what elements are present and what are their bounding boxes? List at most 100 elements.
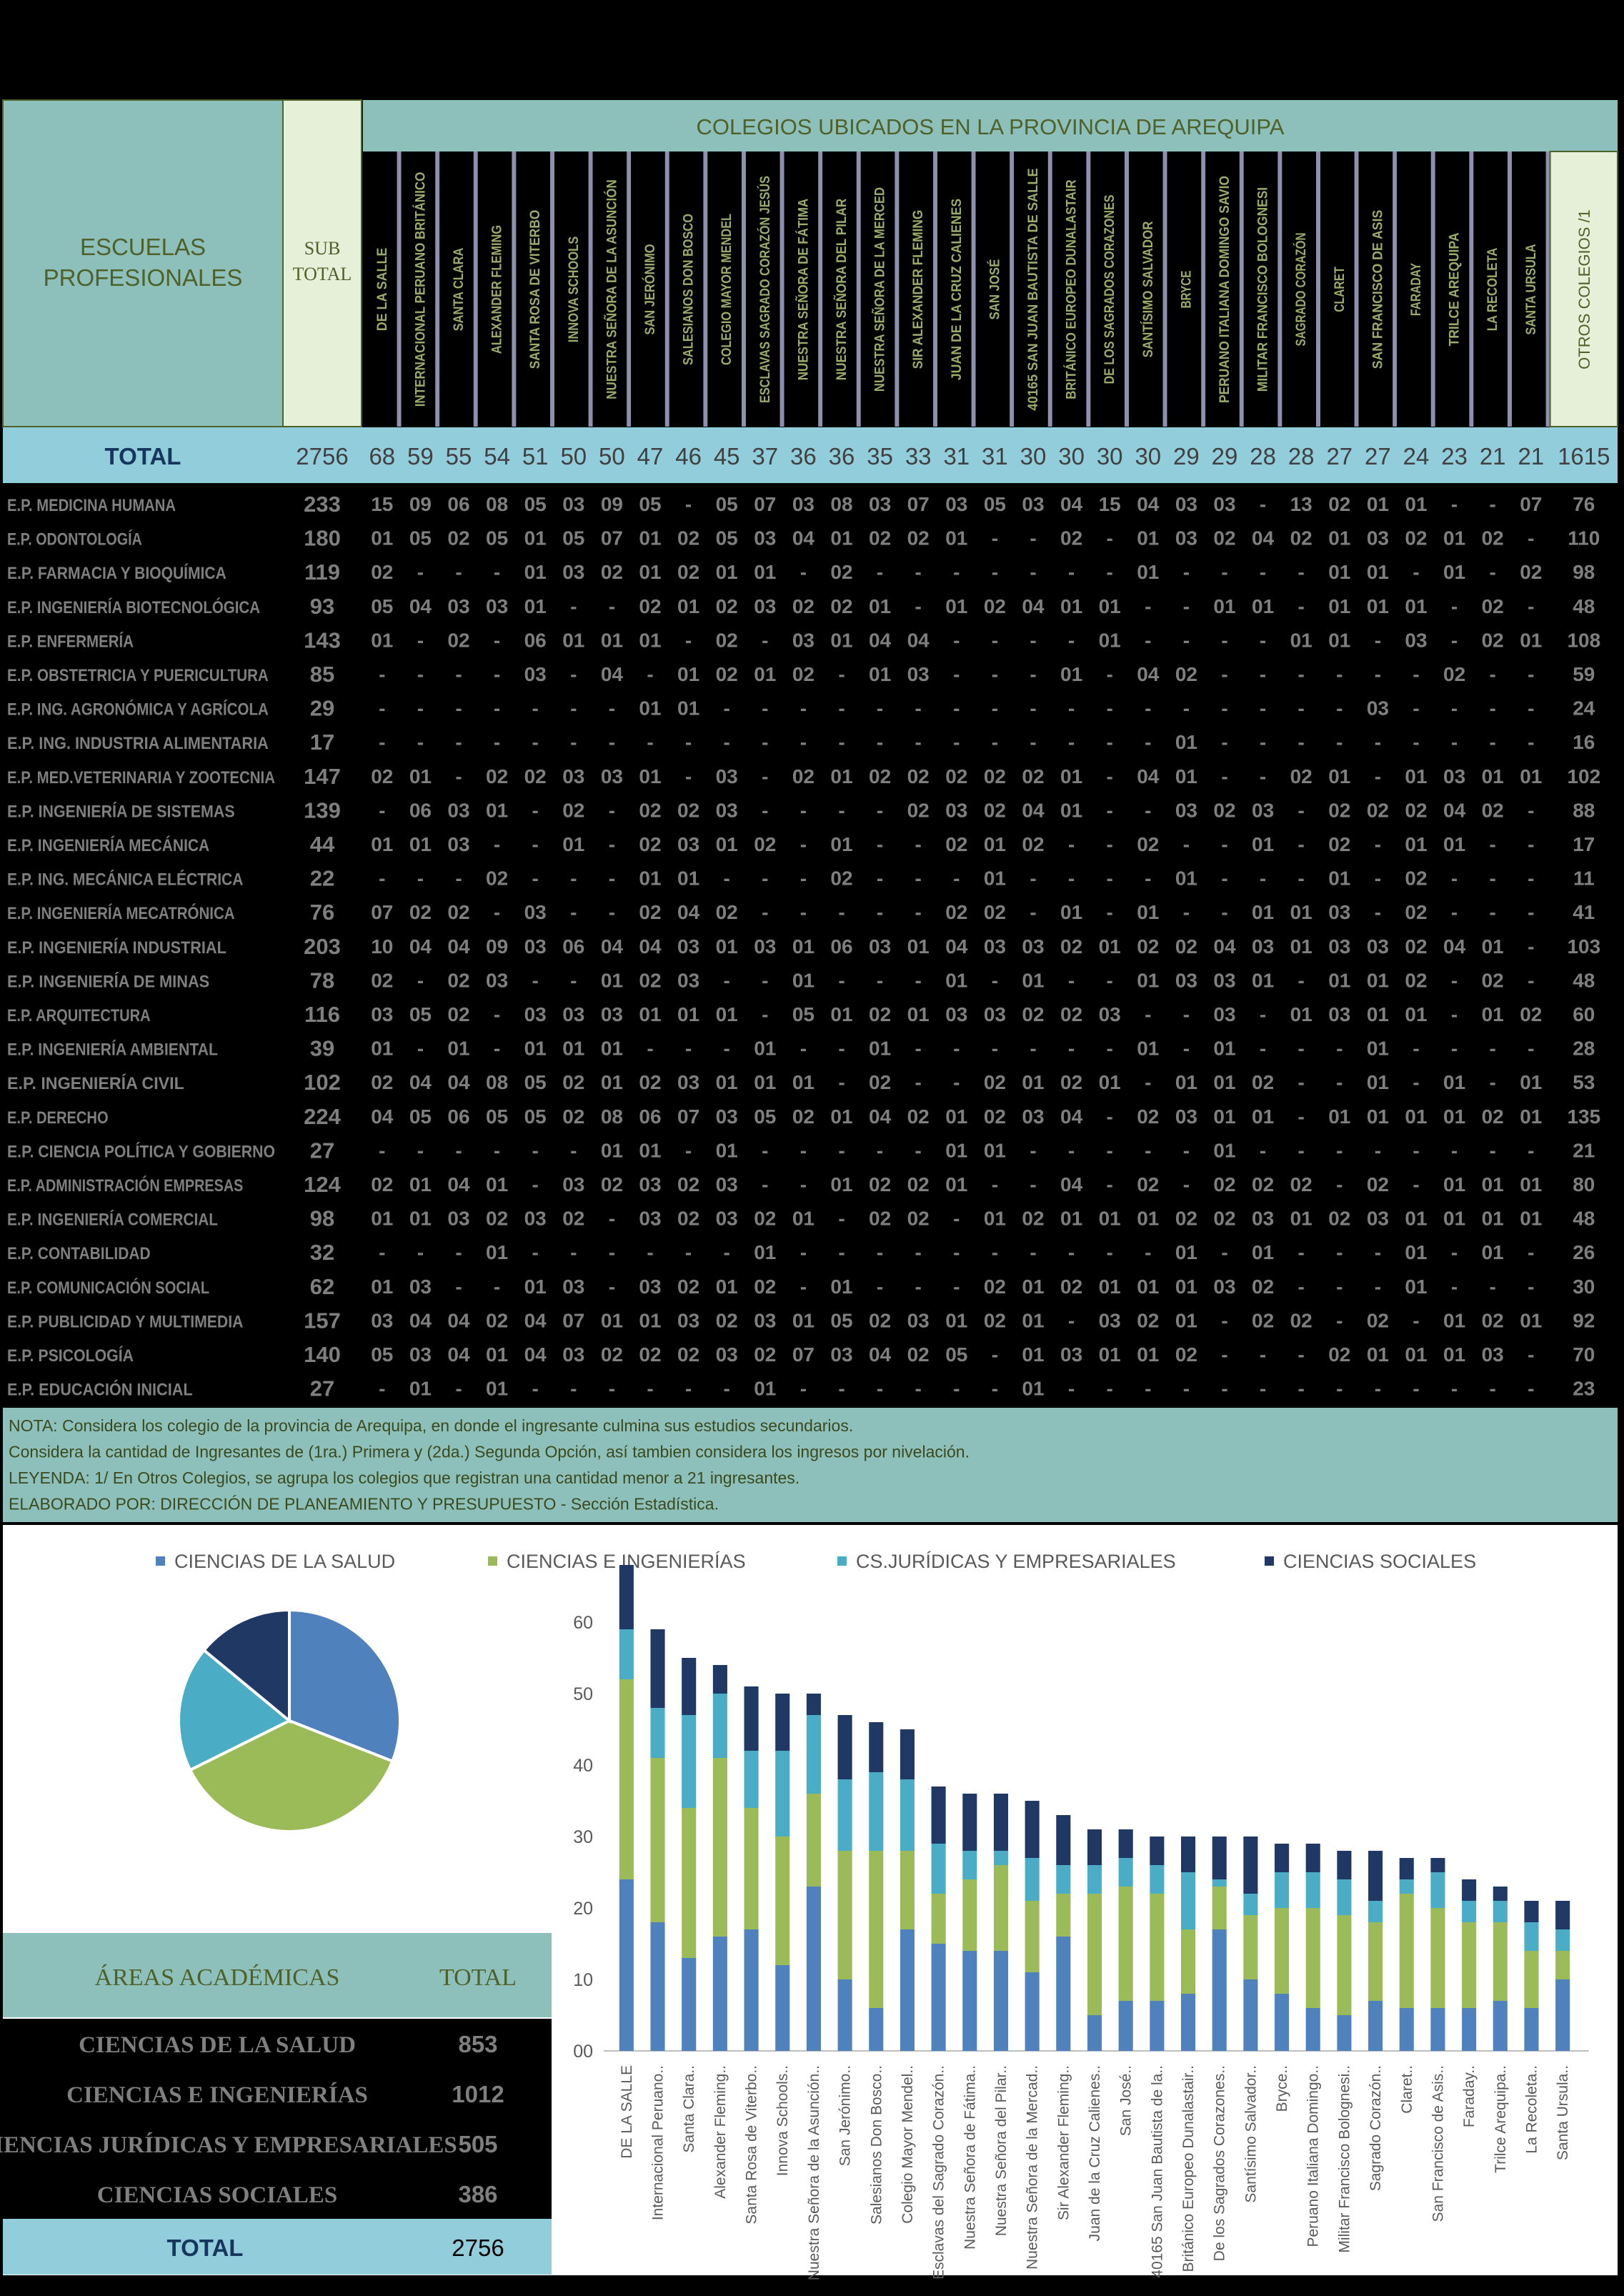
row-otros-value: 88 — [1573, 799, 1595, 821]
row-cell-value: - — [1336, 1139, 1342, 1161]
row-otros-value: 103 — [1567, 935, 1600, 958]
row-cell-value: - — [1068, 1038, 1075, 1060]
row-cell-value: - — [992, 1343, 998, 1366]
row-cell-value: 01 — [716, 1071, 738, 1093]
row-cell-value: 01 — [1367, 595, 1389, 617]
row-cell-value: 02 — [754, 1343, 776, 1366]
row-cell-value: 04 — [409, 1309, 432, 1331]
row-cell-value: 08 — [486, 493, 508, 515]
row-cell-value: 01 — [1252, 901, 1274, 923]
bar-segment — [775, 1965, 790, 2051]
row-cell-value: 01 — [1405, 1105, 1427, 1128]
row-cell-value: 03 — [639, 1276, 661, 1298]
row-cell-value: - — [1413, 1038, 1419, 1060]
legend-label: CIENCIAS DE LA SALUD — [174, 1551, 395, 1572]
bar-segment — [1493, 1922, 1508, 2001]
areas-row-name: CIENCIAS E INGENIERÍAS — [66, 2082, 368, 2108]
row-cell-value: 05 — [945, 1343, 967, 1366]
total-row-value: 29 — [1212, 443, 1238, 469]
row-cell-value: 01 — [869, 663, 891, 685]
row-otros-value: 108 — [1567, 629, 1600, 651]
colegio-name-label: NUESTRA SEÑORA DE LA MERCED — [872, 187, 888, 392]
row-cell-value: 03 — [409, 1276, 432, 1298]
row-otros-value: 41 — [1573, 901, 1595, 923]
row-cell-value: 03 — [716, 1173, 738, 1196]
colegio-header-cell — [860, 151, 900, 427]
row-cell-value: 01 — [754, 663, 776, 685]
bar-segment — [1368, 1901, 1383, 1922]
row-cell-value: 01 — [1252, 969, 1274, 991]
row-cell-value: - — [953, 1241, 960, 1263]
row-cell-value: 02 — [677, 527, 699, 550]
bar-segment — [1524, 1922, 1539, 1951]
bar-segment — [1493, 1901, 1508, 1922]
row-cell-value: 01 — [1213, 595, 1235, 617]
y-tick-label: 10 — [573, 1970, 593, 1990]
row-cell-value: - — [800, 561, 807, 583]
row-cell-value: 01 — [486, 1343, 508, 1366]
row-school-name: E.P. CONTABILIDAD — [7, 1244, 151, 1263]
row-cell-value: - — [992, 697, 998, 720]
row-school-name: E.P. EDUCACIÓN INICIAL — [7, 1380, 193, 1400]
row-cell-value: 02 — [984, 901, 1006, 923]
colegio-header-divider — [895, 151, 900, 427]
colegio-header-cell — [554, 151, 593, 427]
row-cell-value: 01 — [830, 1173, 852, 1196]
bar-segment — [1368, 1922, 1383, 2001]
row-cell-value: - — [1068, 868, 1075, 890]
row-subtotal: 85 — [310, 662, 334, 687]
row-cell-value: - — [1298, 1343, 1305, 1366]
row-cell-value: 02 — [792, 765, 815, 787]
row-cell-value: - — [609, 731, 615, 753]
row-otros-value: 53 — [1573, 1071, 1595, 1093]
row-cell-value: 03 — [1367, 935, 1389, 958]
areas-row-value: 1012 — [452, 2081, 504, 2107]
bar-segment — [775, 1694, 790, 1751]
row-cell-value: 03 — [1328, 901, 1350, 923]
row-school-name: E.P. ING. INDUSTRIA ALIMENTARIA — [7, 734, 269, 753]
x-category-label: Sir Alexander Fleming.. — [1055, 2065, 1072, 2220]
row-cell-value: - — [1221, 629, 1227, 651]
row-cell-value: 01 — [984, 868, 1006, 890]
row-cell-value: - — [685, 629, 692, 651]
y-tick-label: 00 — [573, 2042, 593, 2062]
row-otros-value: 59 — [1573, 663, 1595, 685]
row-cell-value: - — [1336, 1241, 1342, 1263]
row-cell-value: 07 — [1520, 493, 1542, 515]
row-cell-value: - — [685, 1038, 692, 1060]
row-cell-value: 01 — [1137, 1208, 1159, 1230]
row-cell-value: - — [762, 731, 768, 753]
row-cell-value: - — [417, 1241, 424, 1263]
row-cell-value: 01 — [1213, 1038, 1235, 1060]
row-cell-value: - — [1490, 1038, 1496, 1060]
row-cell-value: - — [800, 1173, 807, 1196]
row-cell-value: - — [1298, 697, 1305, 720]
total-row-value: 31 — [982, 443, 1008, 469]
row-cell-value: 01 — [1022, 1071, 1044, 1093]
row-cell-value: 01 — [716, 935, 738, 958]
row-cell-value: 03 — [371, 1003, 393, 1025]
row-cell-value: - — [762, 799, 768, 821]
row-cell-value: - — [570, 697, 577, 720]
total-row-label: TOTAL — [105, 443, 181, 469]
row-cell-value: - — [685, 1378, 692, 1400]
row-cell-value: - — [1375, 901, 1381, 923]
row-cell-value: 01 — [1482, 765, 1504, 787]
total-row-value: 45 — [714, 443, 740, 469]
row-subtotal: 180 — [304, 526, 341, 551]
row-cell-value: 02 — [945, 765, 967, 787]
bar-segment — [1462, 1879, 1477, 1901]
row-cell-value: - — [838, 969, 845, 991]
row-cell-value: 01 — [1060, 595, 1082, 617]
row-otros-value: 76 — [1573, 493, 1595, 515]
colegio-name-label: SANTA URSULA — [1524, 244, 1539, 334]
row-cell-value: - — [1451, 1003, 1458, 1025]
row-cell-value: - — [915, 731, 922, 753]
areas-row-value: 386 — [458, 2181, 497, 2207]
row-cell-value: - — [1336, 1173, 1342, 1196]
row-school-name: E.P. PSICOLOGÍA — [7, 1346, 134, 1366]
row-cell-value: 01 — [1520, 1309, 1542, 1331]
row-cell-value: - — [877, 969, 883, 991]
row-cell-value: 01 — [1252, 1105, 1274, 1128]
row-cell-value: 01 — [830, 527, 852, 550]
